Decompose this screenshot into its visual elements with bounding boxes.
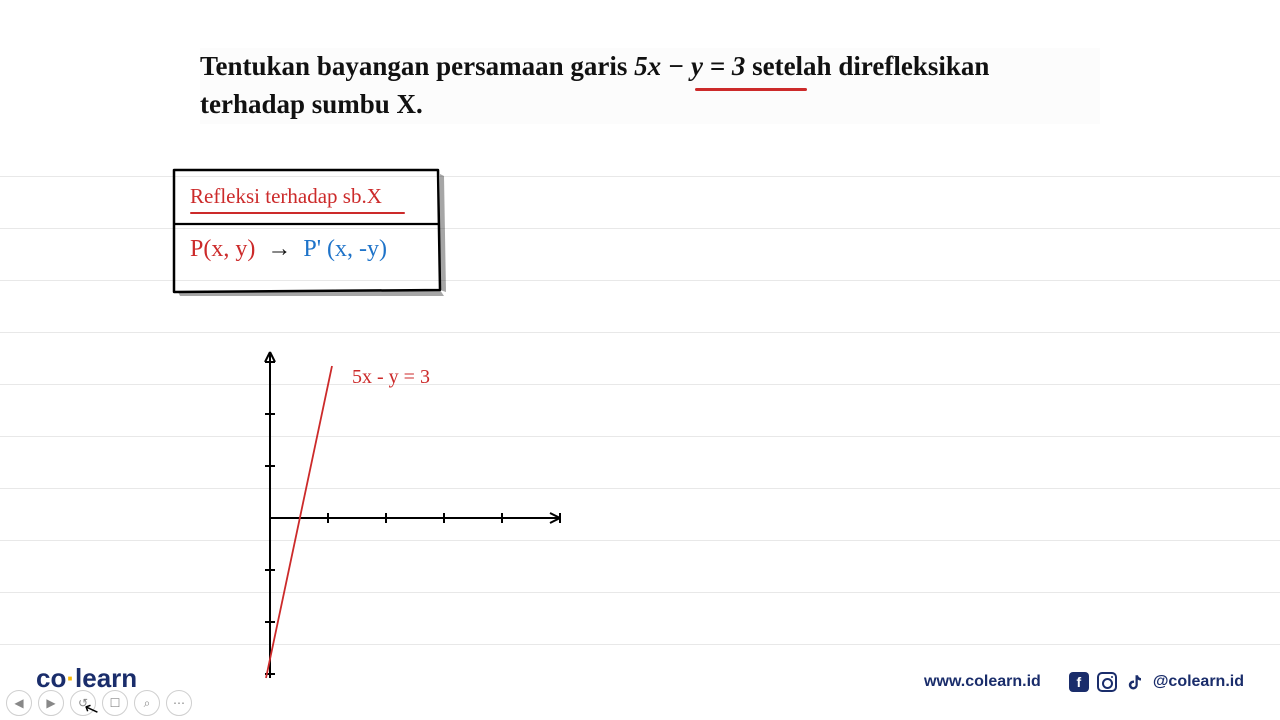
instagram-icon xyxy=(1097,672,1117,692)
player-control-3[interactable]: ☐ xyxy=(102,690,128,716)
rule-title: Refleksi terhadap sb.X xyxy=(190,184,382,209)
formula-image: P' (x, -y) xyxy=(303,236,387,262)
formula-arrow: → xyxy=(261,236,297,262)
question-part1: Tentukan bayangan persamaan garis xyxy=(200,51,634,81)
logo-part1: co xyxy=(36,663,66,693)
facebook-icon: f xyxy=(1069,672,1089,692)
question-part2: setelah direfleksikan xyxy=(745,51,989,81)
player-control-5[interactable]: ⋯ xyxy=(166,690,192,716)
graph-svg xyxy=(236,348,576,688)
page-root: Tentukan bayangan persamaan garis 5x − y… xyxy=(0,0,1280,720)
tiktok-icon xyxy=(1125,672,1145,692)
equation-underline xyxy=(695,88,807,91)
footer-right: www.colearn.id f @colearn.id xyxy=(924,672,1244,692)
social-handle-text: @colearn.id xyxy=(1153,673,1244,691)
player-control-1[interactable]: ▶ xyxy=(38,690,64,716)
player-control-4[interactable]: ⌕ xyxy=(134,690,160,716)
website-url: www.colearn.id xyxy=(924,673,1041,691)
social-handles: f @colearn.id xyxy=(1069,672,1244,692)
logo-part2: learn xyxy=(75,663,137,693)
question-equation: 5x − y = 3 xyxy=(634,51,745,81)
player-control-0[interactable]: ◀ xyxy=(6,690,32,716)
question-part3: terhadap sumbu X. xyxy=(200,89,423,119)
rule-formula: P(x, y) → P' (x, -y) xyxy=(190,236,387,263)
logo-dot: · xyxy=(66,663,75,693)
question-text: Tentukan bayangan persamaan garis 5x − y… xyxy=(200,48,1100,124)
line-equation-label: 5x - y = 3 xyxy=(352,366,430,389)
reflection-rule-box: Refleksi terhadap sb.X P(x, y) → P' (x, … xyxy=(168,164,444,296)
graph-area: 5x - y = 3 xyxy=(236,348,576,688)
rule-title-underline xyxy=(190,212,405,214)
formula-source: P(x, y) xyxy=(190,236,255,262)
